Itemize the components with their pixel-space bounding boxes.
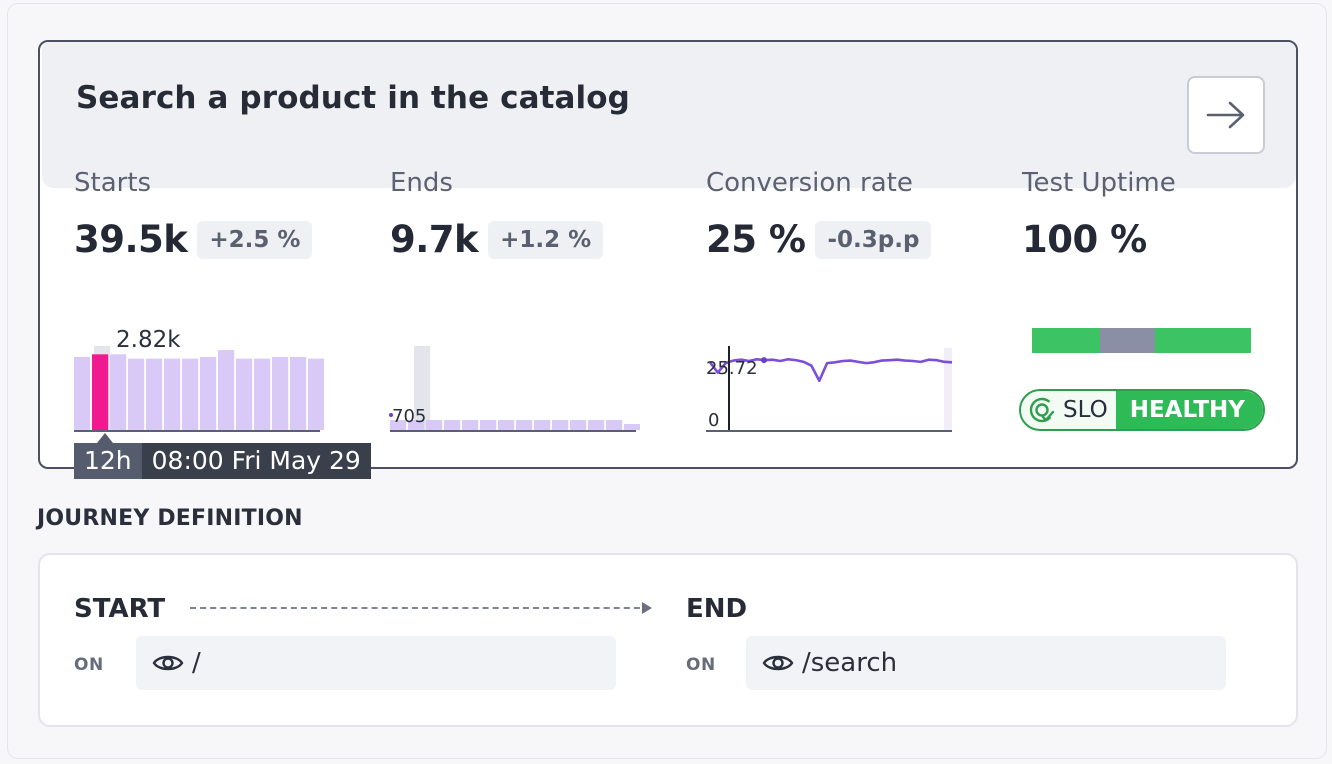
starts-bar <box>272 356 289 430</box>
slo-target-icon <box>1021 396 1063 424</box>
tooltip-caret <box>97 433 113 443</box>
journey-definition-heading: JOURNEY DEFINITION <box>37 506 303 531</box>
starts-bar <box>218 350 235 430</box>
conv-future-band <box>944 348 952 430</box>
starts-bar <box>74 356 91 430</box>
ends-bar <box>570 420 587 430</box>
metric-starts-label: Starts <box>74 168 152 198</box>
metric-conversion: Conversion rate 25 % -0.3p.p <box>706 168 932 261</box>
metric-starts: Starts 39.5k +2.5 % <box>74 168 313 261</box>
starts-bar <box>308 358 324 430</box>
chart-tooltip: 12h 08:00 Fri May 29 <box>74 443 371 479</box>
starts-bar <box>290 356 307 430</box>
metric-conversion-delta: -0.3p.p <box>815 220 932 259</box>
eye-icon <box>152 655 184 671</box>
ends-bar <box>606 420 623 430</box>
starts-bar <box>182 358 199 430</box>
ends-bar <box>588 420 605 430</box>
metric-starts-delta: +2.5 % <box>197 220 313 259</box>
journey-connector <box>190 607 650 609</box>
metric-ends-value: 9.7k <box>390 218 479 261</box>
starts-bar <box>92 354 109 430</box>
metric-conversion-value: 25 % <box>706 218 806 261</box>
metric-ends-delta: +1.2 % <box>488 220 604 259</box>
ends-bar <box>444 420 461 430</box>
end-page-field[interactable]: /search <box>746 636 1226 690</box>
metric-uptime: Test Uptime 100 % <box>1022 168 1176 261</box>
starts-hover-value: 2.82k <box>116 327 181 353</box>
start-page-value: / <box>192 648 201 678</box>
tooltip-range: 12h <box>74 443 142 479</box>
conv-min-label: 0 <box>708 410 719 431</box>
starts-chart[interactable]: 2.82k <box>74 320 324 436</box>
open-journey-button[interactable] <box>1187 76 1265 154</box>
ends-hover-column <box>414 346 431 430</box>
starts-bar <box>200 356 217 430</box>
uptime-segment <box>1099 328 1155 353</box>
ends-chart[interactable]: 705 <box>388 320 640 436</box>
connector-arrow-icon <box>642 602 652 614</box>
uptime-segment <box>1154 328 1251 353</box>
metric-uptime-value: 100 % <box>1022 218 1147 261</box>
metric-ends-label: Ends <box>390 168 453 198</box>
conv-max-label: 25.72 <box>706 358 758 379</box>
ends-min-dot <box>389 413 393 417</box>
eye-icon <box>762 655 794 671</box>
ends-bar <box>390 420 407 430</box>
start-on-label: ON <box>74 655 104 675</box>
ends-bar <box>534 420 551 430</box>
slo-badge[interactable]: SLO HEALTHY <box>1019 389 1265 431</box>
ends-bar <box>552 420 569 430</box>
start-page-field[interactable]: / <box>136 636 616 690</box>
arrow-right-icon <box>1206 101 1245 129</box>
ends-bar <box>408 420 425 430</box>
ends-bar <box>516 420 533 430</box>
metric-ends: Ends 9.7k +1.2 % <box>390 168 604 261</box>
conversion-chart[interactable]: 25.72 0 <box>704 340 956 436</box>
ends-bar <box>498 420 515 430</box>
metric-conversion-label: Conversion rate <box>706 168 913 198</box>
starts-bar <box>254 358 271 430</box>
starts-bar <box>164 358 181 430</box>
end-heading: END <box>686 594 748 624</box>
uptime-segment <box>1032 328 1100 353</box>
ends-bar <box>624 424 640 430</box>
ends-bar <box>480 420 497 430</box>
conv-series-line <box>708 357 953 383</box>
ends-bar <box>462 420 479 430</box>
starts-bar <box>236 358 253 430</box>
journey-title: Search a product in the catalog <box>76 80 630 116</box>
journey-card-header: Search a product in the catalog <box>42 42 1296 188</box>
start-heading: START <box>74 594 166 624</box>
end-on-label: ON <box>686 655 716 675</box>
slo-status: HEALTHY <box>1115 391 1263 429</box>
slo-label: SLO <box>1063 397 1108 423</box>
conv-max-dot <box>761 357 767 364</box>
end-page-value: /search <box>802 648 898 678</box>
ends-annotation: 705 <box>392 406 426 427</box>
starts-bar <box>110 354 127 430</box>
uptime-bar[interactable] <box>1032 328 1251 353</box>
ends-bar <box>426 420 443 430</box>
starts-bar <box>128 358 145 430</box>
journey-card[interactable]: Search a product in the catalog <box>38 40 1298 469</box>
starts-bar <box>146 358 163 430</box>
tooltip-timestamp: 08:00 Fri May 29 <box>141 443 371 479</box>
metric-uptime-label: Test Uptime <box>1022 168 1176 198</box>
metric-starts-value: 39.5k <box>74 218 188 261</box>
